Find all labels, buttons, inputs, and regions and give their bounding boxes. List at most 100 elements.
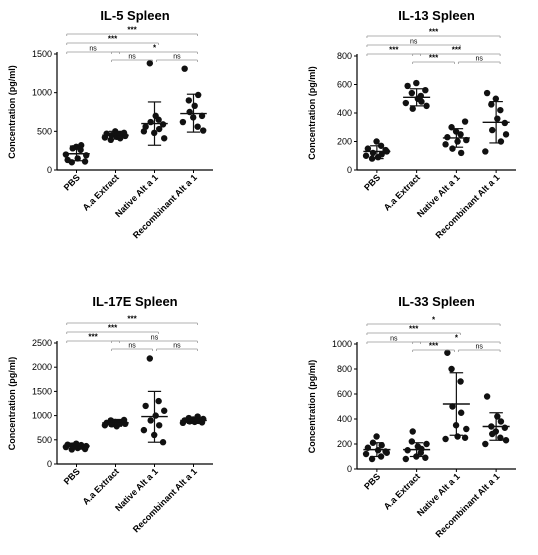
data-point (155, 397, 162, 405)
data-point (492, 95, 500, 102)
data-point (77, 142, 85, 149)
data-point (198, 112, 206, 120)
significance-label: * (153, 44, 157, 53)
significance-label: *** (88, 333, 98, 342)
data-point (364, 145, 372, 152)
y-tick-label: 1500 (32, 49, 52, 59)
data-point (155, 125, 163, 133)
data-point (444, 134, 451, 141)
y-axis-label: Concentration (pg/ml) (307, 360, 317, 454)
x-tick-label: PBS (62, 466, 82, 486)
y-axis-label: Concentration (pg/ml) (307, 66, 317, 160)
y-tick-label: 600 (337, 389, 352, 399)
data-point (77, 146, 84, 154)
chart-title: IL-17E Spleen (92, 294, 177, 309)
data-point (488, 101, 495, 108)
y-tick-label: 2000 (32, 362, 52, 372)
significance-label: *** (389, 46, 399, 55)
data-point (409, 105, 416, 112)
y-tick-label: 0 (347, 464, 352, 474)
chart-title: IL-13 Spleen (398, 8, 475, 23)
y-tick-label: 200 (337, 137, 352, 147)
y-tick-label: 1000 (332, 339, 352, 349)
significance-label: *** (108, 35, 118, 44)
significance-label: ns (476, 56, 484, 63)
data-point (159, 439, 167, 446)
y-axis-label: Concentration (pg/ml) (7, 65, 17, 159)
data-point (457, 409, 465, 416)
data-point (497, 418, 505, 425)
data-point (378, 442, 385, 449)
y-tick-label: 800 (337, 364, 352, 374)
x-tick-label: PBS (362, 172, 382, 192)
significance-label: *** (127, 26, 137, 35)
data-point (482, 148, 489, 155)
data-point (122, 420, 129, 428)
data-point (497, 434, 504, 441)
data-point (417, 92, 425, 100)
data-point (448, 365, 455, 373)
data-point (161, 135, 168, 142)
significance-label: *** (127, 315, 137, 324)
data-point (422, 454, 429, 461)
data-point (454, 138, 461, 145)
data-point (378, 151, 385, 158)
data-point (181, 65, 188, 72)
chart-title: IL-33 Spleen (398, 294, 475, 309)
data-point (373, 138, 380, 145)
data-point (444, 349, 451, 356)
significance-label: ns (89, 46, 97, 53)
data-point (483, 393, 491, 400)
chart-title: IL-5 Spleen (100, 8, 169, 23)
x-tick-label: A.a Extract (81, 466, 121, 506)
y-tick-label: 500 (37, 126, 52, 136)
significance-label: *** (108, 324, 118, 333)
data-point (155, 116, 162, 123)
chart-il13-spleen: IL-13 Spleen Concentration (pg/ml) 0 200 400… (307, 8, 516, 240)
data-point (422, 87, 429, 94)
data-point (454, 433, 461, 440)
y-tick-label: 400 (337, 414, 352, 424)
data-point (368, 455, 376, 463)
significance-label: *** (429, 54, 439, 63)
significance-label: ns (410, 39, 418, 46)
significance-label: * (455, 334, 459, 343)
data-point (194, 91, 202, 99)
data-point (502, 437, 510, 444)
data-point (191, 102, 198, 110)
data-point (461, 434, 469, 441)
y-tick-label: 800 (337, 51, 352, 61)
significance-label: *** (452, 46, 462, 55)
x-tick-label: PBS (362, 471, 382, 491)
chart-il33-spleen: IL-33 Spleen Concentration (pg/ml) 0 200 400… (307, 294, 516, 539)
significance-label: ns (476, 344, 484, 351)
significance-label: ns (173, 343, 181, 350)
x-tick-label: A.a Extract (382, 471, 422, 511)
data-point (146, 355, 154, 362)
y-tick-label: 0 (47, 459, 52, 469)
x-tick-label: A.a Extract (81, 172, 121, 212)
y-tick-label: 1000 (32, 88, 52, 98)
significance-label: *** (429, 342, 439, 351)
y-tick-label: 1000 (32, 411, 52, 421)
data-point (501, 119, 509, 127)
significance-label: *** (429, 28, 439, 37)
significance-label: *** (409, 325, 419, 334)
chart-il17e-spleen: IL-17E Spleen Concentration (pg/ml) 0 500 10… (7, 294, 213, 534)
y-axis-label: Concentration (pg/ml) (7, 357, 17, 451)
data-point (200, 127, 207, 134)
data-point (142, 123, 149, 130)
data-point (449, 145, 456, 152)
data-point (152, 412, 159, 419)
x-tick-label: PBS (62, 172, 82, 192)
data-point (159, 121, 167, 128)
y-tick-label: 400 (337, 108, 352, 118)
data-point (373, 433, 380, 440)
x-tick-label: Recombinant Alt a 1 (131, 172, 199, 240)
data-point (81, 158, 89, 165)
data-point (501, 424, 509, 431)
data-point (423, 102, 430, 110)
y-tick-label: 1500 (32, 386, 52, 396)
data-point (482, 440, 489, 448)
